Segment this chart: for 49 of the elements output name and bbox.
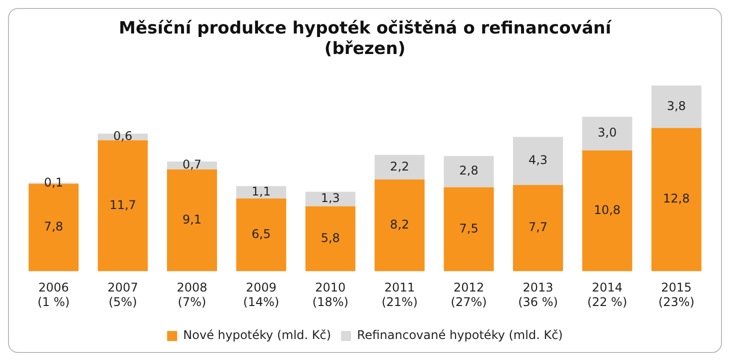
bar [651, 85, 702, 128]
bar [236, 186, 286, 198]
x-tick-label: 2015 (23%) [658, 280, 694, 309]
legend-label: Nové hypotéky (mld. Kč) [183, 328, 332, 342]
data-label: 4,3 [528, 153, 548, 168]
data-label: 0,6 [113, 129, 132, 144]
data-label: 7,7 [528, 220, 548, 234]
x-tick-label: 2011 (21%) [382, 280, 418, 309]
bar [513, 185, 563, 272]
bar [444, 187, 494, 272]
data-label: 11,7 [109, 198, 136, 212]
data-label: 1,1 [252, 184, 271, 198]
data-label: 2,8 [459, 164, 478, 178]
bar [582, 116, 632, 150]
bar [374, 154, 425, 180]
data-label: 1,3 [320, 191, 340, 206]
bar [98, 140, 148, 272]
data-label: 2,2 [390, 159, 410, 174]
data-label: 8,2 [390, 217, 410, 232]
bar [513, 136, 563, 186]
x-tick-label: 2009 (14%) [243, 280, 280, 309]
data-label: 6,5 [252, 226, 271, 241]
bar [167, 162, 217, 170]
bar [582, 150, 632, 272]
legend-label: Refinancované hypotéky (mld. Kč) [357, 328, 563, 342]
chart-title: Měsíční produkce hypoték očištěná o refinancování (březen) [118, 18, 612, 60]
data-label: 3,0 [598, 126, 617, 140]
data-label: 9,1 [182, 212, 202, 226]
x-tick-label: 2007 (5%) [108, 280, 138, 309]
x-tick-label: 2012 (27%) [450, 280, 487, 309]
bar [374, 179, 425, 272]
x-tick-label: 2010 (18%) [312, 280, 348, 309]
x-tick-label: 2014 (22 %) [587, 280, 628, 309]
data-label: 5,8 [320, 230, 340, 245]
bar [305, 206, 356, 272]
x-tick-label: 2008 (7%) [176, 280, 208, 309]
bar [651, 128, 702, 272]
bar [167, 169, 217, 272]
bar [305, 192, 356, 206]
x-tick-label: 2013 (36 %) [518, 280, 558, 309]
data-label: 0,7 [182, 158, 202, 172]
data-label: 7,5 [459, 221, 478, 236]
data-label: 3,8 [666, 98, 686, 113]
data-label: 10,8 [594, 202, 621, 217]
data-label: 12,8 [663, 192, 690, 206]
bar [444, 156, 494, 188]
data-label: 7,8 [44, 220, 64, 234]
x-tick-label: 2006 (1 %) [37, 280, 70, 309]
bar [236, 198, 286, 272]
